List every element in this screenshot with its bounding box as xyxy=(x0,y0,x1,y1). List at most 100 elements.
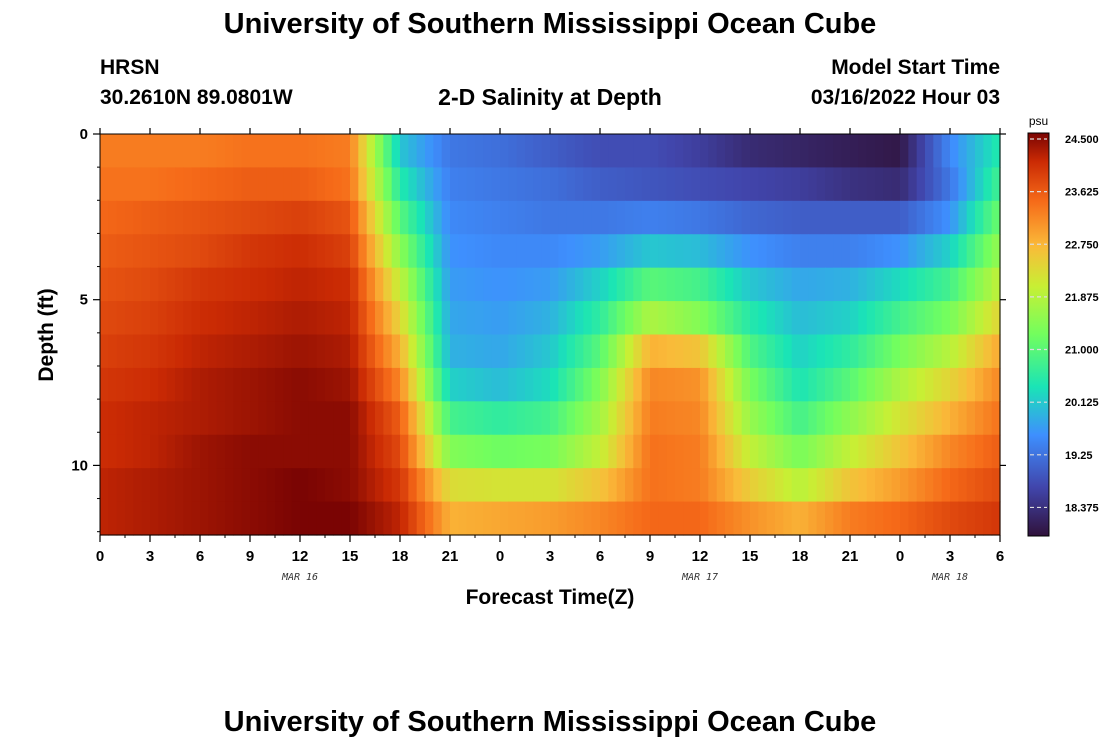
heatmap-cell xyxy=(700,401,709,436)
heatmap-cell xyxy=(225,401,234,436)
heatmap-cell xyxy=(908,301,918,336)
model-start-value: 03/16/2022 Hour 03 xyxy=(810,86,1000,109)
heatmap-cell xyxy=(775,301,784,336)
heatmap-cell xyxy=(575,234,584,269)
heatmap-cell xyxy=(341,367,351,402)
heatmap-cell xyxy=(816,234,826,269)
heatmap-cell xyxy=(583,234,593,269)
heatmap-cell xyxy=(800,200,809,235)
heatmap-cell xyxy=(125,334,134,369)
heatmap-cell xyxy=(750,367,759,402)
heatmap-cell xyxy=(133,301,143,336)
heatmap-cell xyxy=(575,501,584,536)
heatmap-cell xyxy=(200,267,209,302)
heatmap-cell xyxy=(625,301,634,336)
heatmap-cell xyxy=(191,200,201,235)
heatmap-cell xyxy=(275,334,284,369)
heatmap-cell xyxy=(800,334,809,369)
heatmap-cell xyxy=(700,468,709,503)
heatmap-cell xyxy=(166,501,176,536)
heatmap-cell xyxy=(183,434,193,469)
heatmap-cell xyxy=(625,167,634,202)
heatmap-cell xyxy=(575,401,584,436)
heatmap-cell xyxy=(175,167,184,202)
heatmap-cell xyxy=(708,468,718,503)
x-tick-label: 6 xyxy=(596,548,604,565)
heatmap-cell xyxy=(450,301,459,336)
heatmap-cell xyxy=(175,134,184,169)
heatmap-cell xyxy=(483,501,493,536)
heatmap-cell xyxy=(925,334,934,369)
x-tick-label: 0 xyxy=(96,548,104,565)
heatmap-cell xyxy=(633,501,643,536)
heatmap-cell xyxy=(550,434,559,469)
heatmap-cell xyxy=(883,200,893,235)
heatmap-cell xyxy=(608,134,618,169)
heatmap-cell xyxy=(408,200,418,235)
heatmap-cell xyxy=(658,434,668,469)
heatmap-cell xyxy=(341,167,351,202)
heatmap-cell xyxy=(758,167,768,202)
heatmap-cell xyxy=(283,267,293,302)
heatmap-cell xyxy=(900,468,909,503)
heatmap-cell xyxy=(816,334,826,369)
heatmap-cell xyxy=(716,301,726,336)
heatmap-cell xyxy=(808,334,818,369)
heatmap-cell xyxy=(675,501,684,536)
heatmap-cell xyxy=(258,167,268,202)
heatmap-cell xyxy=(483,334,493,369)
heatmap-cell xyxy=(475,134,484,169)
heatmap-cell xyxy=(741,401,751,436)
heatmap-cell xyxy=(691,434,701,469)
heatmap-cell xyxy=(808,401,818,436)
heatmap-cell xyxy=(833,434,843,469)
heatmap-cell xyxy=(533,167,543,202)
heatmap-cell xyxy=(566,167,576,202)
heatmap-cell xyxy=(316,200,326,235)
heatmap-cell xyxy=(233,367,243,402)
heatmap-cell xyxy=(725,367,734,402)
heatmap-cell xyxy=(558,334,568,369)
heatmap-cell xyxy=(116,234,126,269)
heatmap-cell xyxy=(516,134,526,169)
heatmap-cell xyxy=(325,367,334,402)
heatmap-cell xyxy=(925,267,934,302)
heatmap-cell xyxy=(850,401,859,436)
heatmap-cell xyxy=(533,267,543,302)
heatmap-cell xyxy=(241,267,251,302)
heatmap-cell xyxy=(933,301,943,336)
heatmap-cell xyxy=(116,301,126,336)
heatmap-cell xyxy=(266,167,276,202)
heatmap-cell xyxy=(250,234,259,269)
heatmap-cell xyxy=(866,367,876,402)
heatmap-cell xyxy=(858,234,868,269)
heatmap-cell xyxy=(583,334,593,369)
heatmap-cell xyxy=(450,234,459,269)
heatmap-cell xyxy=(375,434,384,469)
heatmap-cell xyxy=(400,401,409,436)
heatmap-cell xyxy=(416,401,426,436)
heatmap-cell xyxy=(291,401,301,436)
heatmap-cell xyxy=(275,434,284,469)
heatmap-cell xyxy=(416,134,426,169)
heatmap-cell xyxy=(475,200,484,235)
x-date-label: MAR 16 xyxy=(281,572,318,583)
heatmap-cell xyxy=(925,301,934,336)
heatmap-cell xyxy=(758,468,768,503)
heatmap-cell xyxy=(950,434,959,469)
heatmap-cell xyxy=(858,401,868,436)
heatmap-cell xyxy=(333,401,343,436)
heatmap-cell xyxy=(558,367,568,402)
heatmap-cell xyxy=(900,167,909,202)
heatmap-cell xyxy=(116,401,126,436)
heatmap-cell xyxy=(700,501,709,536)
heatmap-cell xyxy=(491,501,501,536)
heatmap-cell xyxy=(858,468,868,503)
heatmap-cell xyxy=(408,301,418,336)
heatmap-cell xyxy=(908,334,918,369)
heatmap-cell xyxy=(550,234,559,269)
heatmap-cell xyxy=(991,401,1001,436)
heatmap-cell xyxy=(350,200,359,235)
heatmap-cell xyxy=(466,468,476,503)
heatmap-cell xyxy=(633,267,643,302)
